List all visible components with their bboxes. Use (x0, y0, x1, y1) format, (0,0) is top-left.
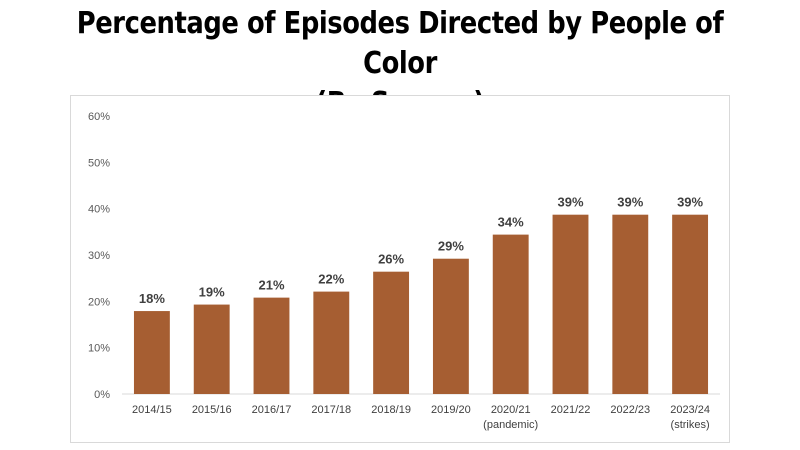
bar (313, 291, 350, 394)
data-label: 34% (498, 215, 524, 230)
data-label: 18% (139, 291, 165, 306)
data-label: 39% (557, 195, 583, 210)
bar (492, 234, 529, 394)
x-tick-label: 2018/19 (371, 404, 411, 416)
bar (612, 214, 649, 394)
x-tick-label: 2019/20 (431, 404, 471, 416)
x-tick-label: 2021/22 (551, 404, 591, 416)
y-tick-label: 30% (88, 250, 110, 262)
x-tick-label: (strikes) (671, 419, 710, 431)
data-label: 29% (438, 239, 464, 254)
bar (552, 214, 589, 394)
data-label: 26% (378, 252, 404, 267)
bar (253, 297, 290, 394)
data-label: 39% (617, 195, 643, 210)
x-tick-label: 2020/21 (491, 404, 531, 416)
y-tick-label: 10% (88, 343, 110, 355)
x-tick-label: 2023/24 (670, 404, 710, 416)
x-tick-label: 2016/17 (252, 404, 292, 416)
chart-title-line-1: Percentage of Episodes Directed by Peopl… (76, 6, 724, 81)
y-tick-label: 50% (88, 157, 110, 169)
bar (193, 304, 230, 394)
y-tick-label: 0% (94, 389, 110, 401)
x-tick-label: (pandemic) (483, 419, 538, 431)
bar (672, 214, 709, 394)
bar (133, 311, 170, 394)
data-label: 22% (318, 272, 344, 287)
x-tick-label: 2017/18 (311, 404, 351, 416)
y-tick-label: 60% (88, 111, 110, 123)
x-tick-label: 2022/23 (610, 404, 650, 416)
data-label: 39% (677, 195, 703, 210)
bar (373, 271, 410, 394)
y-tick-label: 40% (88, 204, 110, 216)
bar (432, 258, 469, 394)
y-tick-label: 20% (88, 296, 110, 308)
x-tick-label: 2014/15 (132, 404, 172, 416)
x-tick-label: 2015/16 (192, 404, 232, 416)
data-label: 19% (199, 285, 225, 300)
data-label: 21% (258, 278, 284, 293)
